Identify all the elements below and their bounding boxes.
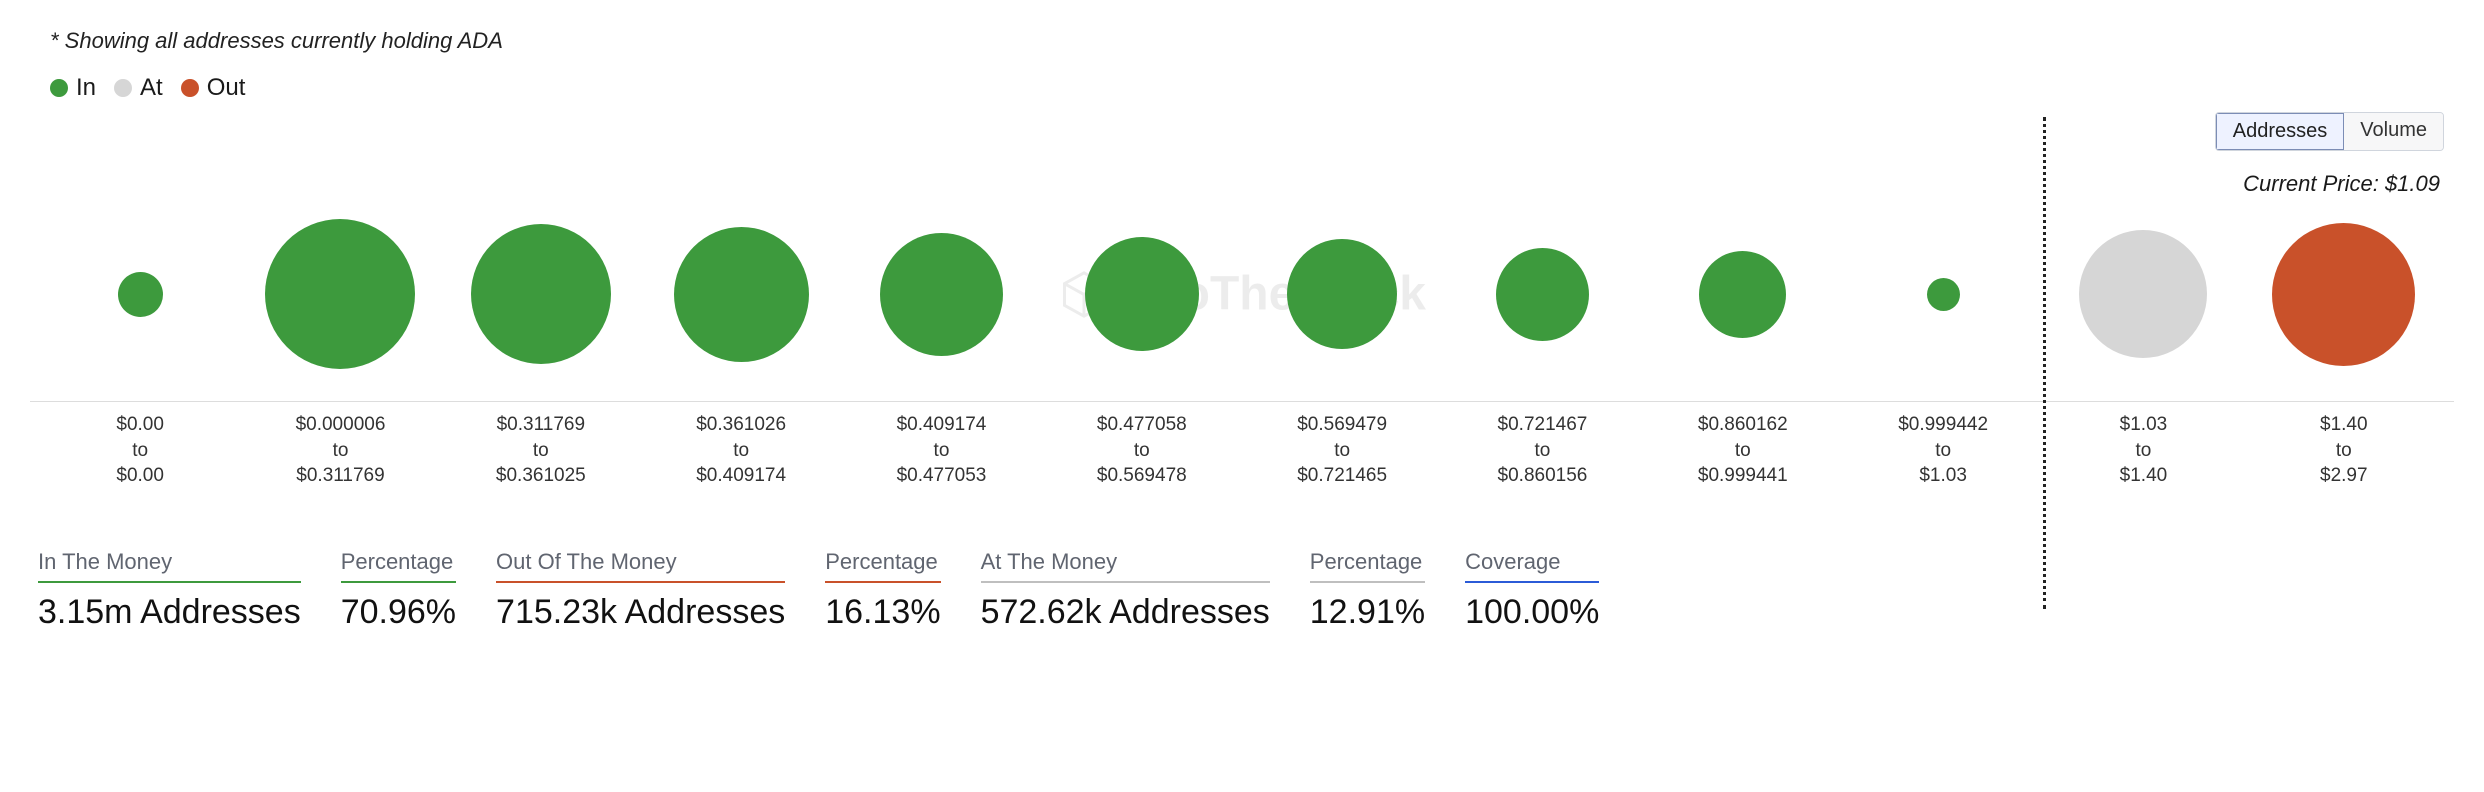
x-label: $0.860162to$0.999441 [1643,412,1843,489]
stat-label: Percentage [1310,549,1425,583]
x-label: $0.721467to$0.860156 [1442,412,1642,489]
bubble-cell [841,233,1041,356]
bubble-cell [641,227,841,362]
toggle-volume[interactable]: Volume [2344,113,2443,150]
x-label: $0.311769to$0.361025 [441,412,641,489]
stat-label: Percentage [341,549,456,583]
x-label: $0.361026to$0.409174 [641,412,841,489]
stat-value: 16.13% [825,593,940,632]
stat: Percentage 12.91% [1310,549,1425,632]
bubble-cell [441,224,641,364]
x-label: $0.569479to$0.721465 [1242,412,1442,489]
legend: In At Out [50,74,2454,102]
stat: At The Money 572.62k Addresses [981,549,1270,632]
toggle-row: AddressesVolume [30,112,2444,151]
stat-value: 715.23k Addresses [496,593,785,632]
x-label: $0.477058to$0.569478 [1042,412,1242,489]
x-labels: $0.00to$0.00$0.000006to$0.311769$0.31176… [30,402,2454,489]
bubble[interactable] [118,272,163,317]
stat: Percentage 16.13% [825,549,940,632]
bubble-cell [1643,251,1843,338]
stat-value: 100.00% [1465,593,1599,632]
bubble[interactable] [1085,237,1199,351]
x-label: $0.999442to$1.03 [1843,412,2043,489]
stat: Coverage 100.00% [1465,549,1599,632]
legend-swatch [114,79,132,97]
stat-value: 3.15m Addresses [38,593,301,632]
bubble-cell [1042,237,1242,351]
legend-label: In [76,74,96,102]
x-label: $1.40to$2.97 [2244,412,2444,489]
stats-row: In The Money 3.15m Addresses Percentage 70.… [30,549,2454,632]
stat-label: Coverage [1465,549,1599,583]
bubble[interactable] [1927,278,1960,311]
bubble[interactable] [880,233,1003,356]
legend-swatch [181,79,199,97]
bubble[interactable] [1496,248,1589,341]
bubble[interactable] [1287,239,1397,349]
toggle-addresses[interactable]: Addresses [2216,113,2345,150]
stat-value: 70.96% [341,593,456,632]
stat-label: At The Money [981,549,1270,583]
stat: In The Money 3.15m Addresses [38,549,301,632]
stat-value: 572.62k Addresses [981,593,1270,632]
x-label: $0.000006to$0.311769 [240,412,440,489]
bubble[interactable] [2272,223,2415,366]
x-label: $0.409174to$0.477053 [841,412,1041,489]
bubble-cell [2244,223,2444,366]
caption: * Showing all addresses currently holdin… [50,28,2454,54]
legend-swatch [50,79,68,97]
bubble[interactable] [265,219,415,369]
x-label: $0.00to$0.00 [40,412,240,489]
chart: IntoTheBlock $0.00to$0.00$0.000006to$0.3… [30,187,2454,489]
x-label: $1.03to$1.40 [2043,412,2243,489]
bubble-cell [1442,248,1642,341]
stat: Percentage 70.96% [341,549,456,632]
bubble-row: IntoTheBlock [30,187,2454,402]
bubble[interactable] [2079,230,2207,358]
legend-item-in[interactable]: In [50,74,96,102]
stat-label: Percentage [825,549,940,583]
bubble[interactable] [674,227,809,362]
toggle-group: AddressesVolume [2215,112,2444,151]
legend-label: Out [207,74,246,102]
legend-item-at[interactable]: At [114,74,163,102]
bubble-cell [1242,239,1442,349]
bubble-cell [240,219,440,369]
stat-label: In The Money [38,549,301,583]
bubble-cell [1843,278,2043,311]
stat-label: Out Of The Money [496,549,785,583]
stat: Out Of The Money 715.23k Addresses [496,549,785,632]
bubble-cell [40,272,240,317]
bubble[interactable] [471,224,611,364]
legend-label: At [140,74,163,102]
bubble[interactable] [1699,251,1786,338]
stat-value: 12.91% [1310,593,1425,632]
legend-item-out[interactable]: Out [181,74,246,102]
bubble-cell [2043,230,2243,358]
price-divider [2043,117,2046,609]
